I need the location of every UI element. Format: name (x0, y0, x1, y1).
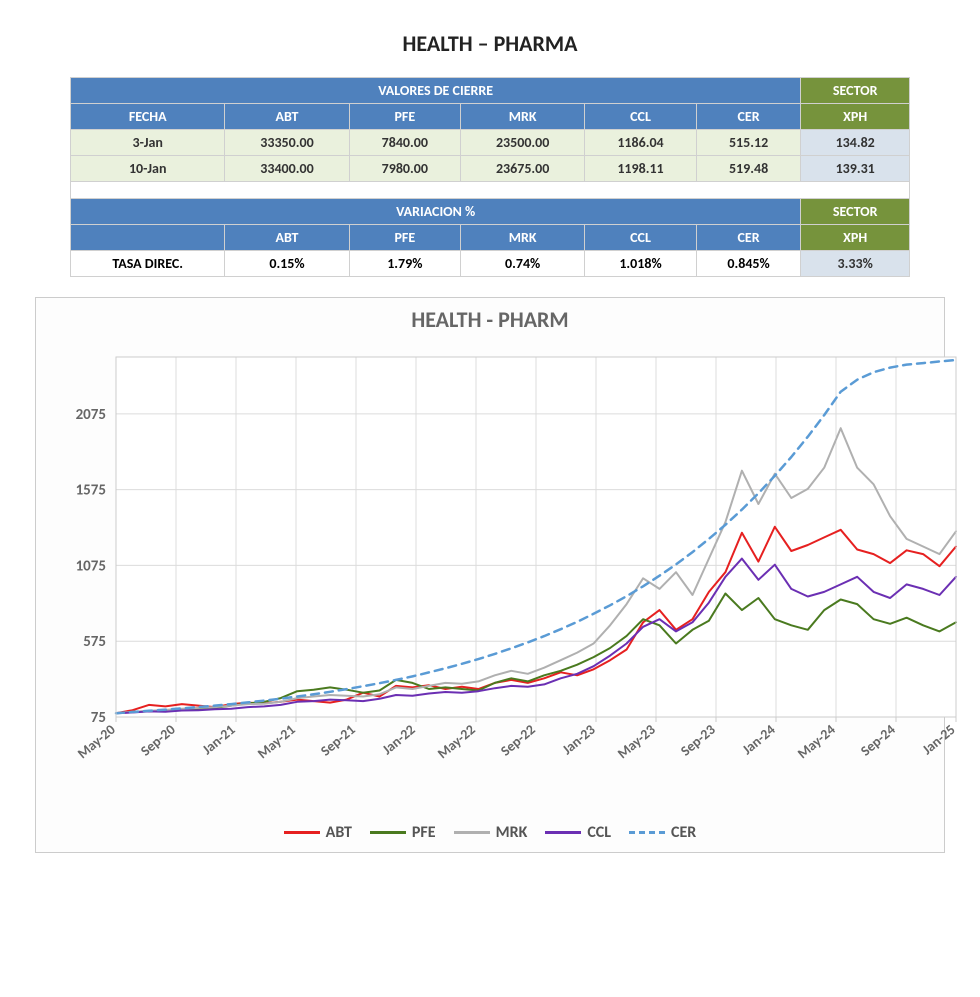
legend-swatch (370, 831, 406, 834)
var-abt: 0.15% (225, 251, 349, 277)
table-row: 10-Jan 33400.00 7980.00 23675.00 1198.11… (71, 156, 910, 182)
col-mrk2: MRK (461, 225, 585, 251)
cell-abt: 33400.00 (225, 156, 349, 182)
svg-text:Sep-22: Sep-22 (497, 721, 538, 760)
legend-swatch (545, 831, 581, 834)
legend-label: PFE (412, 823, 436, 842)
variacion-label: TASA DIREC. (71, 251, 225, 277)
legend-label: CER (671, 823, 696, 842)
col-ccl: CCL (585, 104, 697, 130)
var-ccl: 1.018% (585, 251, 697, 277)
col-pfe2: PFE (349, 225, 461, 251)
svg-text:Jan-21: Jan-21 (199, 721, 239, 758)
svg-text:May-22: May-22 (434, 721, 478, 762)
svg-text:Sep-24: Sep-24 (857, 721, 898, 760)
svg-text:May-24: May-24 (794, 721, 838, 762)
col-xph2: XPH (801, 225, 910, 251)
legend-swatch (284, 831, 320, 834)
svg-text:Jan-25: Jan-25 (919, 721, 959, 758)
cell-abt: 33350.00 (225, 130, 349, 156)
cell-mrk: 23500.00 (461, 130, 585, 156)
col-cer2: CER (696, 225, 801, 251)
legend-label: CCL (587, 823, 611, 842)
svg-text:Sep-21: Sep-21 (317, 721, 358, 760)
cell-xph: 134.82 (801, 130, 910, 156)
var-cer: 0.845% (696, 251, 801, 277)
svg-text:Sep-20: Sep-20 (137, 721, 178, 760)
chart-container: HEALTH - PHARM 75575107515752075May-20Se… (35, 297, 945, 853)
sector-header: SECTOR (801, 78, 910, 104)
tables-container: VALORES DE CIERRE SECTOR FECHA ABT PFE M… (70, 77, 910, 277)
valores-subheader-row: FECHA ABT PFE MRK CCL CER XPH (71, 104, 910, 130)
col-ccl2: CCL (585, 225, 697, 251)
legend-item: MRK (454, 823, 528, 842)
col-abt: ABT (225, 104, 349, 130)
legend-item: CER (629, 823, 696, 842)
svg-text:Sep-23: Sep-23 (677, 721, 718, 760)
col-mrk: MRK (461, 104, 585, 130)
sector-header2: SECTOR (801, 199, 910, 225)
page-title: HEALTH – PHARMA (20, 30, 960, 57)
cell-cer: 519.48 (696, 156, 801, 182)
col-pfe: PFE (349, 104, 461, 130)
cell-xph: 139.31 (801, 156, 910, 182)
cell-pfe: 7980.00 (349, 156, 461, 182)
cell-pfe: 7840.00 (349, 130, 461, 156)
col-blank (71, 225, 225, 251)
cell-fecha: 3-Jan (71, 130, 225, 156)
valores-header: VALORES DE CIERRE (71, 78, 801, 104)
variacion-header: VARIACION % (71, 199, 801, 225)
legend-item: PFE (370, 823, 436, 842)
variacion-header-row: VARIACION % SECTOR (71, 199, 910, 225)
valores-table: VALORES DE CIERRE SECTOR FECHA ABT PFE M… (70, 77, 910, 277)
svg-text:2075: 2075 (76, 406, 106, 424)
svg-text:1575: 1575 (76, 482, 106, 500)
svg-text:Jan-22: Jan-22 (379, 721, 419, 758)
variacion-subheader-row: ABT PFE MRK CCL CER XPH (71, 225, 910, 251)
col-abt2: ABT (225, 225, 349, 251)
cell-mrk: 23675.00 (461, 156, 585, 182)
svg-text:May-21: May-21 (254, 721, 298, 762)
legend-swatch (629, 831, 665, 834)
col-cer: CER (696, 104, 801, 130)
valores-header-row: VALORES DE CIERRE SECTOR (71, 78, 910, 104)
svg-text:May-23: May-23 (614, 721, 658, 762)
legend-swatch (454, 831, 490, 834)
col-fecha: FECHA (71, 104, 225, 130)
legend-item: CCL (545, 823, 611, 842)
var-mrk: 0.74% (461, 251, 585, 277)
var-pfe: 1.79% (349, 251, 461, 277)
chart-title: HEALTH - PHARM (36, 298, 944, 337)
col-xph: XPH (801, 104, 910, 130)
chart-legend: ABT PFE MRK CCL CER (36, 817, 944, 852)
cell-fecha: 10-Jan (71, 156, 225, 182)
legend-item: ABT (284, 823, 352, 842)
var-xph: 3.33% (801, 251, 910, 277)
cell-ccl: 1186.04 (585, 130, 697, 156)
cell-ccl: 1198.11 (585, 156, 697, 182)
table-row: 3-Jan 33350.00 7840.00 23500.00 1186.04 … (71, 130, 910, 156)
cell-cer: 515.12 (696, 130, 801, 156)
svg-text:575: 575 (83, 633, 106, 651)
svg-text:Jan-24: Jan-24 (739, 721, 779, 758)
legend-label: MRK (496, 823, 528, 842)
line-chart: 75575107515752075May-20Sep-20Jan-21May-2… (36, 337, 976, 817)
legend-label: ABT (326, 823, 352, 842)
table-row: TASA DIREC. 0.15% 1.79% 0.74% 1.018% 0.8… (71, 251, 910, 277)
svg-text:1075: 1075 (76, 557, 106, 575)
svg-text:May-20: May-20 (74, 721, 118, 762)
svg-text:Jan-23: Jan-23 (559, 721, 599, 758)
